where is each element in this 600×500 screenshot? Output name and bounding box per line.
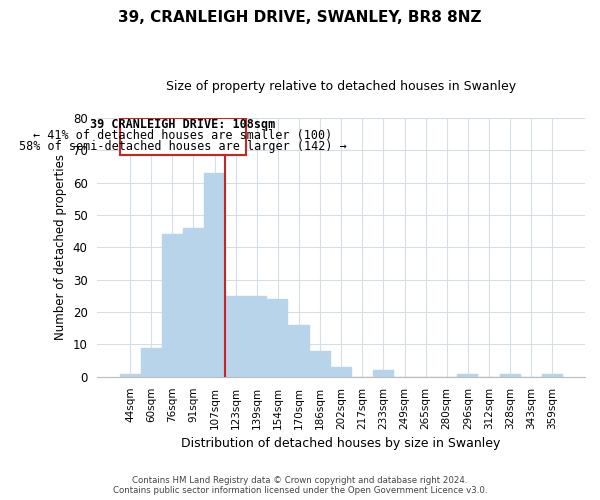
FancyBboxPatch shape [119,118,246,155]
Bar [140,348,162,377]
Bar [289,325,310,377]
Bar [183,228,204,377]
Bar [373,370,394,377]
Y-axis label: Number of detached properties: Number of detached properties [54,154,67,340]
Text: Contains HM Land Registry data © Crown copyright and database right 2024.
Contai: Contains HM Land Registry data © Crown c… [113,476,487,495]
Bar [457,374,478,377]
Text: 39 CRANLEIGH DRIVE: 108sqm: 39 CRANLEIGH DRIVE: 108sqm [90,118,275,132]
Bar [162,234,183,377]
Bar [500,374,521,377]
Text: ← 41% of detached houses are smaller (100): ← 41% of detached houses are smaller (10… [33,129,332,142]
Text: 58% of semi-detached houses are larger (142) →: 58% of semi-detached houses are larger (… [19,140,347,153]
Bar [225,296,246,377]
Bar [119,374,140,377]
Bar [267,299,289,377]
Title: Size of property relative to detached houses in Swanley: Size of property relative to detached ho… [166,80,516,93]
Bar [331,367,352,377]
Bar [246,296,267,377]
Text: 39, CRANLEIGH DRIVE, SWANLEY, BR8 8NZ: 39, CRANLEIGH DRIVE, SWANLEY, BR8 8NZ [118,10,482,25]
Bar [204,173,225,377]
Bar [542,374,563,377]
X-axis label: Distribution of detached houses by size in Swanley: Distribution of detached houses by size … [181,437,501,450]
Bar [310,351,331,377]
